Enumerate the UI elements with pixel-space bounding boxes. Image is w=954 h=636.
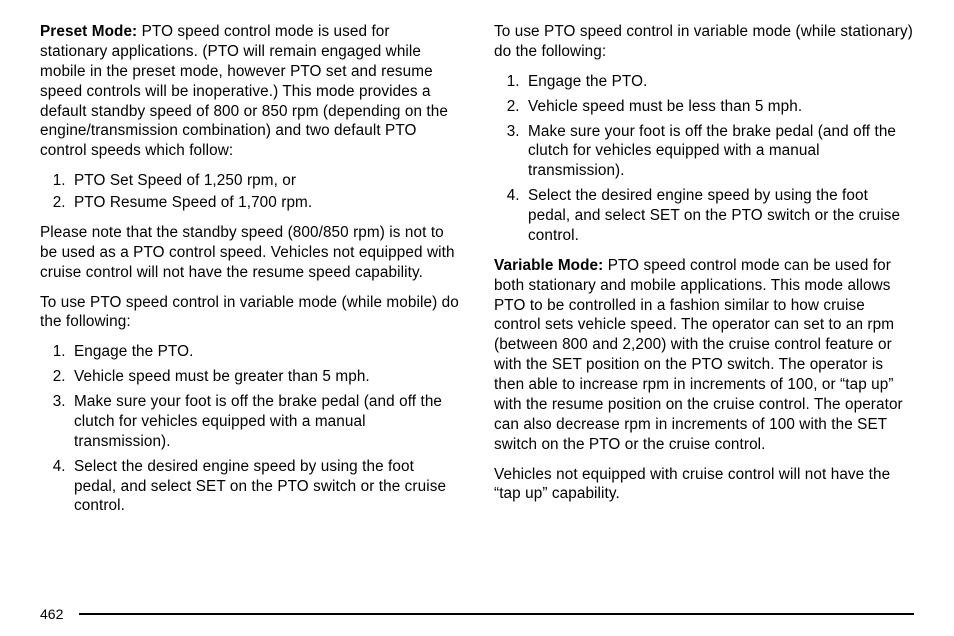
preset-mode-paragraph: Preset Mode: PTO speed control mode is u…: [40, 22, 460, 161]
variable-mobile-steps: Engage the PTO. Vehicle speed must be gr…: [40, 342, 460, 516]
list-item: Make sure your foot is off the brake ped…: [524, 122, 914, 182]
variable-mode-paragraph: Variable Mode: PTO speed control mode ca…: [494, 256, 914, 455]
page-footer: 462: [40, 606, 914, 622]
footer-rule: [79, 613, 914, 615]
page-number: 462: [40, 606, 63, 622]
variable-mobile-intro: To use PTO speed control in variable mod…: [40, 293, 460, 333]
list-item: Engage the PTO.: [70, 342, 460, 362]
list-item: Select the desired engine speed by using…: [524, 186, 914, 246]
two-column-layout: Preset Mode: PTO speed control mode is u…: [40, 22, 914, 526]
variable-mode-lead: Variable Mode:: [494, 257, 603, 274]
preset-speeds-list: PTO Set Speed of 1,250 rpm, or PTO Resum…: [40, 171, 460, 213]
list-item: PTO Set Speed of 1,250 rpm, or: [70, 171, 460, 191]
variable-mode-text: PTO speed control mode can be used for b…: [494, 257, 903, 453]
left-column: Preset Mode: PTO speed control mode is u…: [40, 22, 460, 526]
variable-stationary-steps: Engage the PTO. Vehicle speed must be le…: [494, 72, 914, 246]
preset-mode-text: PTO speed control mode is used for stati…: [40, 23, 448, 159]
list-item: Vehicle speed must be greater than 5 mph…: [70, 367, 460, 387]
list-item: Make sure your foot is off the brake ped…: [70, 392, 460, 452]
standby-note-paragraph: Please note that the standby speed (800/…: [40, 223, 460, 283]
page: Preset Mode: PTO speed control mode is u…: [0, 0, 954, 636]
list-item: Select the desired engine speed by using…: [70, 457, 460, 517]
list-item: Engage the PTO.: [524, 72, 914, 92]
right-column: To use PTO speed control in variable mod…: [494, 22, 914, 526]
list-item: PTO Resume Speed of 1,700 rpm.: [70, 193, 460, 213]
list-item: Vehicle speed must be less than 5 mph.: [524, 97, 914, 117]
variable-stationary-intro: To use PTO speed control in variable mod…: [494, 22, 914, 62]
tap-up-note: Vehicles not equipped with cruise contro…: [494, 465, 914, 505]
preset-mode-lead: Preset Mode:: [40, 23, 137, 40]
